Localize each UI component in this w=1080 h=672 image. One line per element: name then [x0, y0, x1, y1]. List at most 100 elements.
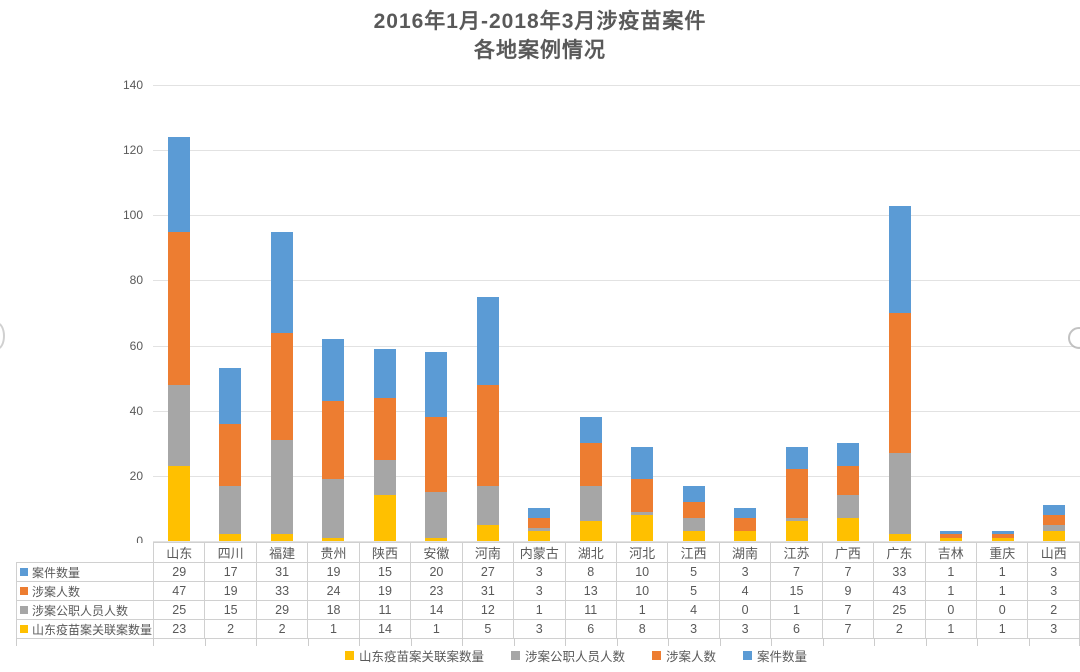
bar-segment-安徽-案件数量 — [425, 352, 448, 418]
table-cell-涉案公职人员人数-陕西: 11 — [358, 600, 412, 620]
bar-segment-内蒙古-案件数量 — [528, 508, 551, 519]
table-cell-山东疫苗案关联案数量-河北: 8 — [615, 619, 669, 639]
table-cell-山东疫苗案关联案数量-吉林: 1 — [924, 619, 978, 639]
table-row-案件数量: 案件数量 29 17 31 19 15 20 27 3 8 10 5 3 7 7 33 1 1 3 — [16, 562, 1080, 582]
bar-segment-广东-涉案人数 — [888, 313, 911, 454]
table-cell-涉案公职人员人数-山西: 2 — [1027, 600, 1080, 620]
category-label-贵州: 贵州 — [307, 542, 360, 563]
category-label-吉林: 吉林 — [924, 542, 978, 563]
gridline-y-80 — [153, 280, 1080, 282]
gridline-y-140 — [153, 85, 1080, 86]
table-cell-案件数量-山西: 3 — [1027, 562, 1080, 582]
bar-segment-湖北-涉案人数 — [579, 443, 602, 486]
category-label-内蒙古: 内蒙古 — [513, 542, 566, 563]
table-boundary-tick-7 — [462, 638, 463, 646]
category-label-湖南: 湖南 — [718, 542, 772, 563]
y-axis-label-140: 140 — [122, 78, 143, 92]
category-label-广东: 广东 — [873, 542, 926, 563]
table-cell-涉案公职人员人数-福建: 29 — [255, 600, 309, 620]
table-boundary-tick-18 — [1028, 638, 1030, 646]
table-cell-涉案公职人员人数-内蒙古: 1 — [513, 600, 566, 620]
bar-segment-贵州-涉案人数 — [322, 400, 345, 480]
bar-segment-安徽-涉案公职人员人数 — [425, 492, 448, 538]
legend-swatch-icon — [652, 650, 661, 660]
bar-segment-陕西-涉案公职人员人数 — [373, 459, 396, 496]
table-cell-案件数量-江苏: 7 — [770, 562, 823, 582]
table-cell-案件数量-重庆: 1 — [976, 562, 1029, 582]
bar-segment-河北-山东疫苗案关联案数量 — [631, 514, 654, 541]
bar-segment-陕西-山东疫苗案关联案数量 — [373, 495, 396, 541]
bar-segment-湖南-案件数量 — [734, 508, 757, 519]
bar-segment-江苏-涉案公职人员人数 — [785, 518, 808, 522]
bar-segment-河南-山东疫苗案关联案数量 — [476, 524, 499, 541]
legend-label: 涉案公职人员人数 — [524, 649, 625, 664]
bar-segment-湖北-山东疫苗案关联案数量 — [579, 521, 602, 541]
y-axis-label-40: 40 — [129, 403, 143, 418]
category-label-江苏: 江苏 — [770, 542, 823, 563]
category-label-重庆: 重庆 — [976, 542, 1029, 563]
bar-segment-安徽-山东疫苗案关联案数量 — [425, 537, 448, 541]
y-axis-label-0: 0 — [136, 534, 143, 548]
table-boundary-tick-13 — [771, 638, 772, 646]
table-cell-涉案公职人员人数-江西: 4 — [667, 600, 720, 620]
category-label-河北: 河北 — [615, 542, 669, 563]
chart-legend: 山东疫苗案关联案数量 涉案公职人员人数 涉案人数 案件数量 — [76, 645, 1076, 665]
category-label-广西: 广西 — [821, 542, 875, 563]
table-cell-涉案人数-吉林: 1 — [924, 581, 978, 601]
table-cell-涉案公职人员人数-四川: 15 — [204, 600, 257, 620]
bar-segment-山西-案件数量 — [1043, 505, 1066, 515]
row-label-涉案人数: 涉案人数 — [16, 581, 154, 601]
bar-segment-广西-案件数量 — [837, 443, 860, 467]
legend-item-山东疫苗案关联案数量: 山东疫苗案关联案数量 — [344, 646, 484, 665]
table-boundary-tick-12 — [719, 638, 721, 646]
bar-segment-福建-案件数量 — [270, 231, 293, 333]
table-cell-涉案公职人员人数-安徽: 14 — [410, 600, 463, 620]
table-cell-涉案公职人员人数-吉林: 0 — [924, 600, 978, 620]
row-label-涉案公职人员人数: 涉案公职人员人数 — [16, 600, 154, 620]
table-cell-案件数量-山东: 29 — [152, 562, 206, 582]
bar-segment-山西-涉案人数 — [1043, 514, 1066, 525]
table-cell-山东疫苗案关联案数量-贵州: 1 — [307, 619, 360, 639]
table-boundary-tick-6 — [410, 638, 412, 646]
table-cell-涉案人数-陕西: 19 — [358, 581, 412, 601]
chart-title: 2016年1月-2018年3月涉疫苗案件 各地案例情况 — [0, 7, 1080, 65]
bar-segment-福建-涉案公职人员人数 — [270, 440, 293, 535]
series-label: 山东疫苗案关联案数量 — [32, 622, 153, 637]
table-row-山东疫苗案关联案数量: 山东疫苗案关联案数量 23 2 2 1 14 1 5 3 6 8 3 3 6 7 2 1 1 3 — [16, 619, 1080, 639]
gridline-y-100 — [153, 215, 1080, 217]
table-boundary-tick-15 — [874, 638, 875, 646]
table-cell-涉案公职人员人数-湖南: 0 — [718, 600, 772, 620]
table-row-涉案人数: 涉案人数 47 19 33 24 19 23 31 3 13 10 5 4 15 9 43 1 1 3 — [16, 581, 1080, 601]
table-cell-案件数量-湖南: 3 — [718, 562, 772, 582]
table-cell-涉案人数-湖北: 13 — [564, 581, 617, 601]
plot-area — [153, 85, 1080, 542]
table-cell-山东疫苗案关联案数量-广东: 2 — [873, 619, 926, 639]
bar-segment-山东-山东疫苗案关联案数量 — [167, 466, 190, 541]
bar-segment-江苏-涉案人数 — [785, 469, 808, 519]
table-cell-案件数量-福建: 31 — [255, 562, 309, 582]
bar-segment-重庆-山东疫苗案关联案数量 — [991, 537, 1014, 541]
bar-segment-内蒙古-涉案公职人员人数 — [528, 527, 551, 532]
bar-segment-重庆-案件数量 — [991, 531, 1014, 535]
table-cell-涉案人数-广西: 9 — [821, 581, 875, 601]
bar-segment-河北-涉案公职人员人数 — [631, 511, 654, 515]
table-boundary-tick-8 — [513, 638, 515, 646]
table-cell-案件数量-广西: 7 — [821, 562, 875, 582]
table-cell-涉案人数-江西: 5 — [667, 581, 720, 601]
series-key-icon — [20, 625, 28, 634]
bar-segment-吉林-山东疫苗案关联案数量 — [940, 537, 963, 541]
legend-swatch-icon — [344, 650, 354, 660]
bar-segment-广西-山东疫苗案关联案数量 — [837, 518, 860, 541]
bar-segment-山西-山东疫苗案关联案数量 — [1043, 531, 1066, 541]
bar-segment-吉林-案件数量 — [940, 531, 963, 535]
table-cell-涉案公职人员人数-湖北: 11 — [564, 600, 617, 620]
table-cell-案件数量-贵州: 19 — [307, 562, 360, 582]
gridline-y-0 — [153, 541, 1080, 542]
table-cell-案件数量-广东: 33 — [873, 562, 926, 582]
series-label: 案件数量 — [32, 565, 81, 580]
series-key-icon — [20, 606, 28, 615]
gridline-y-120 — [153, 150, 1080, 152]
category-label-福建: 福建 — [255, 542, 309, 563]
table-cell-涉案人数-福建: 33 — [255, 581, 309, 601]
bar-segment-贵州-涉案公职人员人数 — [322, 479, 345, 538]
